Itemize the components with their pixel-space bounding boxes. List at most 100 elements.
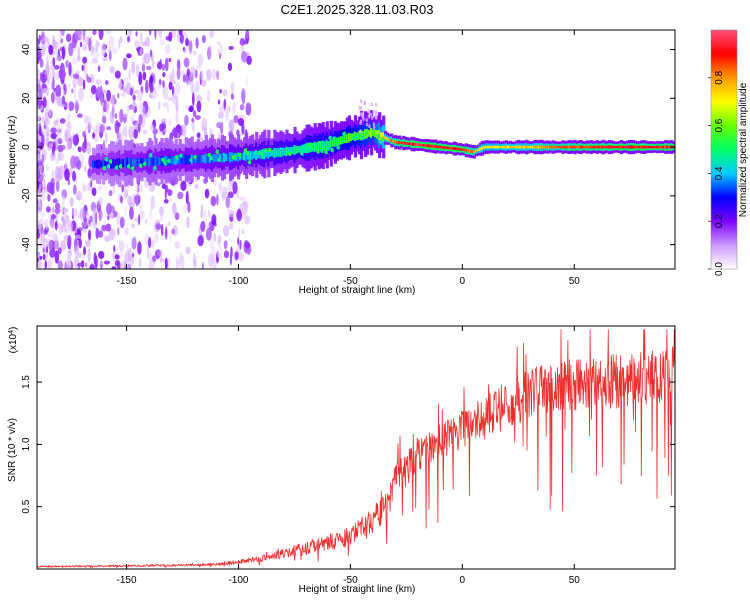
heatmap-noise-cell [68, 101, 75, 112]
heatmap-noise-cell [163, 199, 169, 204]
heatmap-ridge-cell [609, 145, 613, 149]
heatmap-noise-cell [86, 76, 92, 83]
heatmap-noise-cell [142, 71, 147, 81]
heatmap-ridge-cell [156, 157, 160, 165]
heatmap-noise-cell [95, 79, 102, 85]
heatmap-x-axis-label: Height of straight line (km) [299, 285, 416, 296]
heatmap-noise-cell [372, 109, 375, 114]
colorbar: 0.0 0.2 0.4 0.6 0.8 Normalized spectral ampl… [708, 29, 749, 276]
heatmap-noise-cell [164, 257, 168, 269]
heatmap-noise-cell [37, 104, 40, 113]
heatmap-noise-cell [236, 129, 240, 136]
heatmap-noise-cell [72, 170, 77, 182]
heatmap-ridge-cell [470, 150, 474, 153]
heatmap-noise-cell [37, 160, 43, 166]
heatmap-noise-cell [359, 119, 363, 124]
heatmap-noise-cell [52, 141, 56, 152]
heatmap-ridge-cell [525, 145, 529, 149]
heatmap-ridge-cell [291, 146, 295, 155]
heatmap-noise-cell [149, 207, 153, 220]
heatmap-noise-cell [172, 30, 176, 39]
heatmap-ridge-cell [408, 142, 412, 145]
heatmap-ridge-cell [565, 145, 569, 149]
heatmap-noise-cell [137, 102, 144, 113]
heatmap-noise-cell [145, 36, 151, 48]
heatmap-noise-cell [159, 205, 164, 216]
heatmap-noise-cell [152, 90, 156, 101]
heatmap-noise-cell [146, 246, 150, 260]
heatmap-noise-cell [85, 262, 88, 268]
heatmap-noise-cell [114, 120, 120, 134]
heatmap-ridge-cell [325, 139, 329, 151]
heatmap-ridge-cell [430, 144, 434, 148]
heatmap-noise-cell [223, 250, 230, 259]
heatmap-noise-cell [164, 57, 169, 72]
heatmap-noise-cell [153, 232, 160, 244]
heatmap-noise-cell [55, 56, 60, 62]
heatmap-noise-cell [227, 191, 234, 199]
heatmap-noise-cell [210, 195, 217, 207]
heatmap-ridge-cell [605, 145, 609, 149]
heatmap-noise-cell [167, 97, 173, 102]
heatmap-noise-cell [79, 34, 83, 43]
heatmap-noise-cell [192, 110, 197, 118]
heatmap-ridge-cell [416, 143, 420, 147]
heatmap-noise-cell [108, 50, 112, 61]
heatmap-ridge-cell [363, 129, 368, 140]
heatmap-noise-cell [126, 35, 131, 43]
heatmap-noise-cell [49, 107, 52, 117]
heatmap-noise-cell [65, 228, 69, 233]
heatmap-noise-cell [241, 228, 245, 234]
heatmap-noise-cell [138, 204, 143, 210]
colorbar-gradient [711, 30, 737, 269]
heatmap-ridge-cell [369, 127, 374, 138]
heatmap-noise-cell [52, 71, 56, 79]
heatmap-ridge-cell [646, 145, 650, 149]
heatmap-noise-cell [72, 134, 79, 146]
heatmap-noise-cell [205, 227, 212, 241]
heatmap-noise-cell [82, 56, 88, 64]
snr-y-multiplier: (x104) [8, 327, 20, 354]
heatmap-noise-cell [73, 245, 80, 255]
heatmap-noise-cell [147, 237, 152, 249]
heatmap-ridge-cell [648, 145, 652, 149]
heatmap-noise-cell [239, 239, 242, 250]
heatmap-noise-cell [114, 254, 120, 260]
heatmap-noise-cell [245, 102, 252, 116]
heatmap-ridge-cell [468, 149, 472, 153]
heatmap-noise-cell [46, 164, 50, 172]
heatmap-noise-cell [115, 247, 119, 255]
snr-x-axis-label: Height of straight line (km) [299, 584, 416, 595]
heatmap-noise-cell [128, 126, 135, 139]
x-tick-label: 0 [460, 276, 466, 287]
heatmap-noise-cell [359, 129, 362, 134]
heatmap-noise-cell [86, 124, 93, 131]
heatmap-noise-cell [140, 32, 143, 45]
heatmap-noise-cell [52, 198, 58, 204]
heatmap-noise-cell [54, 250, 60, 264]
heatmap-noise-cell [229, 252, 233, 266]
heatmap-noise-cell [39, 58, 44, 68]
heatmap-noise-cell [104, 80, 109, 85]
heatmap-noise-cell [133, 128, 138, 139]
heatmap-noise-cell [228, 119, 235, 132]
heatmap-noise-cell [98, 196, 104, 206]
snr-x-ticks: -150 -100 -50 0 50 [117, 326, 580, 586]
heatmap-noise-cell [98, 30, 104, 41]
heatmap-noise-cell [195, 37, 199, 49]
heatmap-ridge-cell [650, 145, 654, 149]
heatmap-noise-cell [144, 79, 149, 94]
heatmap-noise-cell [38, 126, 42, 137]
heatmap-ridge-cell [214, 154, 219, 162]
heatmap-ridge-cell [484, 145, 489, 149]
heatmap-ridge-cell [118, 158, 122, 169]
heatmap-ridge-cell [563, 145, 567, 149]
heatmap-noise-cell [54, 207, 61, 215]
heatmap-noise-cell [86, 116, 92, 125]
heatmap-ridge-cell [615, 145, 619, 149]
heatmap-noise-cell [140, 184, 143, 193]
heatmap-ridge-cell [293, 145, 297, 156]
heatmap-ridge-cell [424, 144, 428, 147]
heatmap-noise-cell [168, 31, 173, 42]
